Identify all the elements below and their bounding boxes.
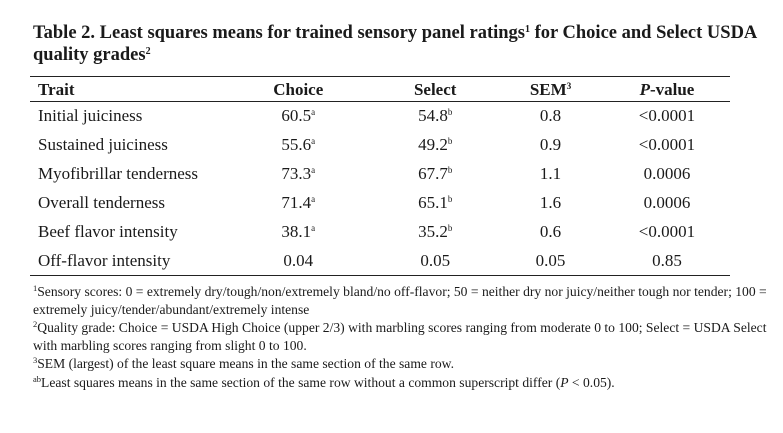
cell-sem: 0.6 (539, 222, 562, 241)
cell-sem: 0.9 (539, 135, 562, 154)
title-text-1: Table 2. Least squares means for trained… (33, 23, 525, 43)
choice-sup: a (311, 223, 316, 233)
cell-trait: Beef flavor intensity (38, 222, 178, 241)
cell-p-value: 0.85 (603, 246, 730, 276)
cell-p-value: 0.0006 (643, 164, 691, 183)
footnote-3-marker: 3 (33, 355, 38, 365)
cell-choice: 0.04 (223, 246, 374, 276)
footnote-1-text: Sensory scores: 0 = extremely dry/tough/… (33, 284, 767, 317)
choice-value: 71.4 (281, 193, 312, 212)
footnote-4-p: P (560, 374, 569, 390)
cell-choice: 55.6a (223, 131, 373, 160)
table-row: Initial juiciness 60.5a 54.8b 0.8 <0.000… (30, 102, 730, 131)
cell-select: 54.8b (373, 102, 497, 131)
footnote-3-text: SEM (largest) of the least square means … (37, 356, 455, 371)
table-row: Sustained juiciness 55.6a 49.2b 0.9 <0.0… (30, 131, 730, 160)
cell-trait: Overall tenderness (38, 193, 165, 212)
cell-trait: Off-flavor intensity (30, 246, 224, 276)
cell-select: 49.2b (373, 131, 497, 160)
header-row: Trait Choice Select SEM3 P-value (30, 76, 730, 102)
data-table: Trait Choice Select SEM3 P-value Initial… (30, 76, 730, 276)
choice-sup: a (311, 107, 316, 118)
select-sup: b (447, 136, 453, 146)
cell-sem: 1.1 (539, 164, 562, 183)
cell-choice: 73.3a (223, 160, 373, 189)
table-title: Table 2. Least squares means for trained… (33, 22, 763, 66)
cell-choice: 71.4a (223, 189, 373, 218)
cell-trait: Myofibrillar tenderness (38, 164, 199, 183)
footnote-4-marker: ab (33, 373, 42, 384)
header-sem-text: SEM (529, 79, 567, 99)
cell-trait: Sustained juiciness (38, 135, 168, 154)
choice-value: 60.5 (281, 106, 312, 126)
footnote-3: 3SEM (largest) of the least square means… (33, 355, 768, 373)
cell-p-value: <0.0001 (638, 222, 696, 241)
table-row: Overall tenderness 71.4a 65.1b 1.6 0.000… (30, 189, 730, 218)
cell-select: 67.7b (373, 160, 497, 189)
select-sup: b (447, 165, 453, 175)
choice-value: 55.6 (281, 135, 312, 154)
footnote-2-text: Quality grade: Choice = USDA High Choice… (33, 320, 767, 353)
cell-p-value: <0.0001 (638, 106, 696, 126)
footnotes: 1Sensory scores: 0 = extremely dry/tough… (33, 283, 768, 392)
select-value: 65.1 (418, 193, 448, 212)
choice-sup: a (311, 194, 316, 204)
select-value: 35.2 (418, 222, 448, 241)
header-p-rest: -value (649, 79, 695, 99)
footnote-4: abLeast squares means in the same sectio… (33, 374, 768, 392)
table-row: Beef flavor intensity 38.1a 35.2b 0.6 <0… (30, 218, 730, 247)
title-sup-2: 2 (145, 46, 151, 57)
cell-choice: 38.1a (223, 218, 373, 247)
cell-trait: Initial juiciness (38, 106, 143, 126)
choice-value: 73.3 (281, 164, 312, 183)
table-row: Off-flavor intensity 0.04 0.05 0.05 0.85 (30, 246, 730, 276)
header-trait: Trait (30, 76, 224, 102)
title-sup-1: 1 (525, 24, 530, 35)
footnote-1: 1Sensory scores: 0 = extremely dry/tough… (33, 283, 768, 318)
select-value: 54.8 (418, 106, 448, 126)
cell-choice: 60.5a (223, 102, 373, 131)
cell-sem: 1.6 (539, 193, 562, 212)
footnote-2: 2Quality grade: Choice = USDA High Choic… (33, 319, 768, 354)
cell-p-value: 0.0006 (643, 193, 691, 212)
footnote-4-text-b: < 0.05). (568, 374, 615, 390)
header-sem: SEM3 (497, 76, 604, 102)
header-choice: Choice (223, 76, 374, 102)
select-sup: b (447, 107, 453, 118)
table-row: Myofibrillar tenderness 73.3a 67.7b 1.1 … (30, 160, 730, 189)
cell-sem: 0.8 (539, 106, 562, 126)
choice-value: 0.04 (283, 250, 314, 270)
header-p-value: P-value (603, 76, 730, 102)
select-sup: b (447, 194, 453, 204)
cell-sem: 0.05 (497, 246, 604, 276)
header-sem-sup: 3 (566, 80, 572, 91)
select-sup: b (447, 223, 453, 233)
header-p-italic: P (639, 79, 650, 99)
title-text-2: for Choice and Select USDA quality grade… (33, 23, 757, 65)
select-value: 49.2 (418, 135, 448, 154)
select-value: 67.7 (418, 164, 448, 183)
select-value: 0.05 (420, 250, 451, 270)
choice-sup: a (311, 165, 316, 175)
cell-select: 0.05 (373, 246, 498, 276)
footnote-2-marker: 2 (33, 319, 38, 329)
choice-sup: a (311, 136, 316, 146)
footnote-1-marker: 1 (33, 283, 38, 293)
header-select: Select (373, 76, 498, 102)
footnote-4-text-a: Least squares means in the same section … (41, 374, 561, 390)
cell-select: 65.1b (373, 189, 497, 218)
cell-select: 35.2b (373, 218, 497, 247)
cell-p-value: <0.0001 (638, 135, 696, 154)
choice-value: 38.1 (281, 222, 312, 241)
